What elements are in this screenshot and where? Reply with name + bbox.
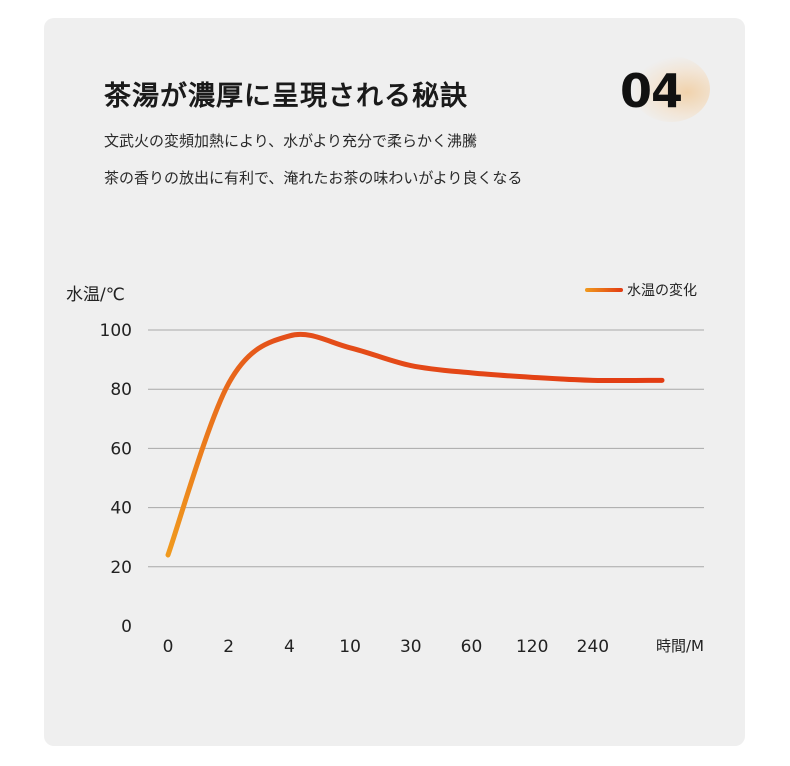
y-tick-label: 0 — [121, 617, 132, 637]
y-axis-label: 水温/℃ — [66, 285, 125, 305]
x-tick-label: 120 — [516, 637, 548, 657]
y-tick-label: 80 — [110, 380, 132, 400]
y-tick-label: 20 — [110, 558, 132, 578]
legend-swatch — [585, 288, 623, 292]
y-tick-label: 40 — [110, 499, 132, 519]
description-line-2: 茶の香りの放出に有利で、淹れたお茶の味わいがより良くなる — [104, 169, 523, 187]
x-tick-label: 240 — [577, 637, 609, 657]
legend: 水温の変化 — [585, 281, 697, 299]
y-tick-labels: 0 20 40 60 80 100 — [100, 321, 132, 637]
x-tick-label: 10 — [339, 637, 361, 657]
x-tick-labels: 0 2 4 10 30 60 120 240 — [163, 637, 610, 657]
series-line-water-temp — [165, 331, 665, 558]
x-tick-label: 4 — [284, 637, 295, 657]
x-tick-label: 2 — [223, 637, 234, 657]
x-tick-label: 0 — [163, 637, 174, 657]
x-tick-label: 60 — [461, 637, 483, 657]
x-tick-label: 30 — [400, 637, 422, 657]
description-line-1: 文武火の変頻加熱により、水がより充分で柔らかく沸騰 — [104, 132, 478, 150]
grid-lines — [148, 329, 704, 568]
number-glow — [632, 56, 710, 122]
section-number: 04 — [620, 64, 683, 118]
legend-label: 水温の変化 — [627, 283, 697, 299]
x-axis-label: 時間/M — [656, 637, 704, 655]
page-title: 茶湯が濃厚に呈現される秘訣 — [104, 81, 468, 112]
y-tick-label: 100 — [100, 321, 132, 341]
y-tick-label: 60 — [110, 439, 132, 459]
